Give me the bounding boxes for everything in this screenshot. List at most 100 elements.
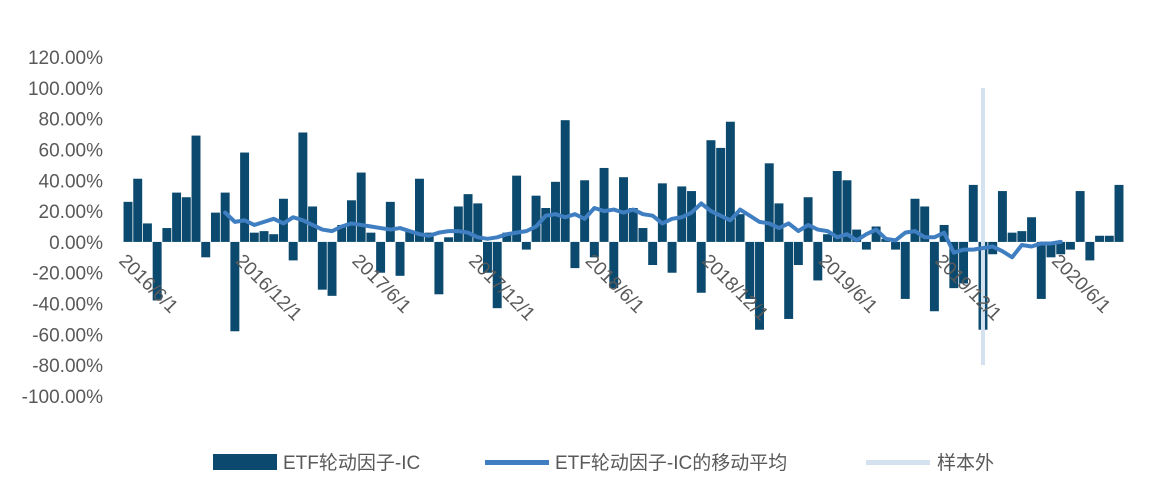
y-tick-label: -60.00% — [32, 325, 103, 346]
ic-bar — [1036, 241, 1046, 299]
ic-bar — [162, 228, 172, 242]
ic-bar — [764, 163, 774, 242]
ic-bar — [220, 192, 230, 242]
ic-bar — [1007, 232, 1017, 242]
ic-bar — [512, 175, 522, 242]
x-axis: 2016/6/1 2016/12/1 2017/6/1 2017/12/1 2018/6… — [114, 251, 1114, 326]
ic-bar — [259, 231, 269, 242]
ic-bar — [133, 178, 143, 242]
ic-bar — [706, 140, 716, 242]
ic-bar — [1027, 217, 1037, 242]
legend-swatch-oos — [866, 460, 930, 465]
ic-bar — [249, 232, 259, 242]
ic-bar — [278, 198, 288, 242]
legend-swatch-ic — [213, 454, 277, 470]
y-tick-label: -100.00% — [22, 387, 103, 408]
ic-bar — [492, 241, 502, 309]
ic-bar — [1046, 241, 1056, 258]
ic-bar — [959, 241, 969, 284]
ic-bar — [920, 206, 930, 242]
legend-swatch-ma — [485, 460, 549, 465]
ic-bar — [900, 241, 910, 299]
ic-bar — [1056, 241, 1066, 255]
ic-bar — [803, 197, 813, 242]
ic-bar — [745, 241, 755, 299]
ic-bar — [667, 241, 677, 273]
ic-bar — [832, 171, 842, 242]
ic-bar — [298, 132, 308, 242]
y-axis: 120.00% 100.00% 80.00% 60.00% 40.00% 20.00% 0.… — [22, 48, 103, 408]
ic-bar — [793, 241, 803, 266]
ic-bar — [599, 167, 609, 242]
ic-bar — [502, 232, 512, 242]
ic-bar — [657, 183, 667, 242]
ic-bar — [560, 120, 570, 242]
y-tick-label: -40.00% — [32, 295, 103, 316]
legend: ETF轮动因子-IC ETF轮动因子-IC的移动平均 样本外 — [213, 452, 994, 474]
ic-bar — [677, 186, 687, 242]
moving-average-line — [223, 201, 1063, 260]
x-tick-label: 2020/6/1 — [1047, 251, 1114, 318]
ic-bar — [609, 241, 619, 289]
y-tick-label: 80.00% — [39, 110, 104, 131]
ic-bar — [861, 241, 871, 250]
y-tick-label: 100.00% — [28, 79, 103, 100]
ic-bar — [687, 191, 696, 242]
ic-bar — [415, 178, 424, 242]
ic-bar — [327, 241, 337, 296]
ic-bar — [716, 147, 726, 242]
ic-bar — [949, 241, 959, 289]
ic-bar — [385, 201, 395, 242]
ic-bar — [696, 241, 706, 293]
y-tick-label: -20.00% — [32, 264, 103, 285]
ic-bar — [123, 201, 133, 242]
ic-bar — [1065, 241, 1075, 250]
x-tick-label: 2016/6/1 — [114, 251, 181, 318]
ic-bar — [1114, 184, 1124, 242]
legend-label-ic: ETF轮动因子-IC — [283, 452, 420, 474]
ic-bar — [317, 241, 327, 290]
ic-bar — [463, 194, 473, 242]
ic-bar — [240, 152, 250, 242]
ic-bar — [871, 226, 881, 242]
y-tick-label: 0.00% — [49, 233, 103, 254]
ic-bar — [1075, 191, 1085, 242]
ic-bar — [784, 241, 794, 319]
ic-bar — [434, 241, 444, 295]
y-tick-label: 20.00% — [39, 202, 104, 223]
ic-bar — [755, 241, 764, 330]
ic-bar — [638, 228, 648, 242]
ic-bar — [1104, 235, 1114, 242]
ic-bar — [405, 231, 415, 242]
moving-average-path — [223, 201, 1063, 260]
ic-bar — [346, 200, 356, 242]
ic-bar — [172, 192, 182, 242]
x-tick-label: 2016/12/1 — [231, 251, 306, 326]
ic-bar — [589, 241, 599, 258]
ic-bar — [929, 241, 939, 312]
ic-bar — [725, 121, 735, 242]
legend-label-ma: ETF轮动因子-IC的移动平均 — [555, 452, 787, 474]
ic-bar — [580, 180, 590, 242]
ic-bar — [356, 172, 366, 242]
ic-bar — [823, 234, 832, 242]
y-tick-label: 120.00% — [28, 48, 103, 69]
ic-bar — [288, 241, 298, 261]
ic-bar — [551, 181, 560, 242]
ic-bar — [570, 241, 580, 269]
ic-bar — [997, 191, 1007, 242]
ic-bar — [735, 214, 745, 242]
y-tick-label: 60.00% — [39, 140, 104, 161]
y-tick-label: -80.00% — [32, 356, 103, 377]
ic-bar — [891, 241, 901, 250]
ic-bar — [376, 241, 386, 273]
ic-bar — [531, 195, 541, 242]
ic-bar — [619, 177, 628, 242]
ic-bar — [210, 212, 220, 242]
ic-bar — [453, 206, 463, 242]
ic-bar — [230, 241, 240, 332]
ic-bar — [521, 241, 531, 250]
ic-bar — [201, 241, 211, 258]
ic-bar — [444, 237, 454, 242]
